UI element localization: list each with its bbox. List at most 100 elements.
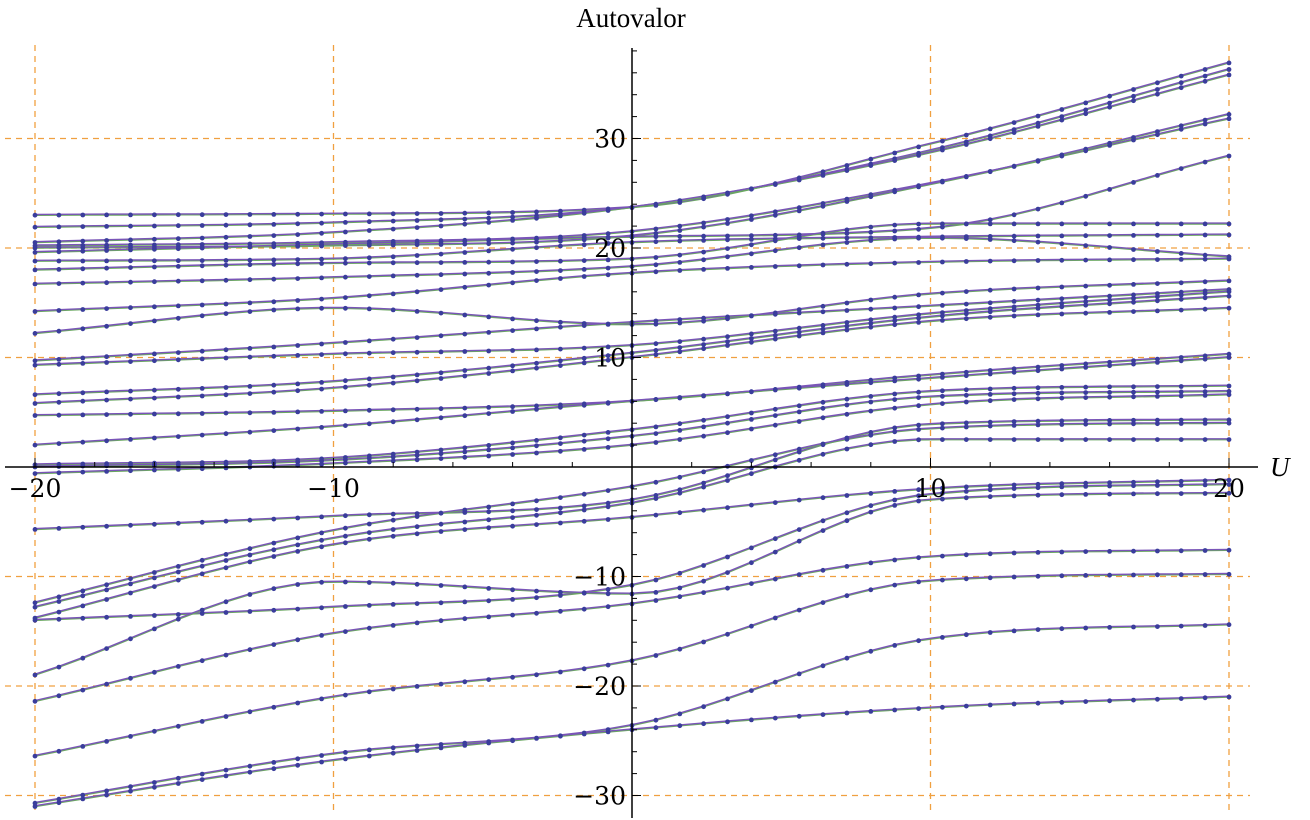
data-point (175, 723, 181, 729)
data-point (343, 211, 348, 217)
data-point (534, 209, 539, 215)
data-point (987, 217, 993, 223)
data-point (701, 578, 706, 584)
data-point (295, 637, 301, 643)
data-point (1202, 291, 1208, 296)
data-point (175, 612, 181, 617)
data-point (80, 280, 86, 286)
data-point (80, 398, 86, 404)
data-point (510, 612, 515, 618)
data-point (343, 460, 348, 466)
data-point (772, 182, 778, 187)
data-point (916, 226, 921, 232)
data-point (558, 276, 563, 281)
data-point (56, 800, 62, 806)
data-point (295, 257, 301, 262)
data-point (295, 211, 301, 217)
data-point (343, 423, 348, 428)
data-point (987, 287, 993, 293)
data-point (987, 386, 993, 392)
data-point (581, 731, 587, 737)
data-point (772, 549, 778, 555)
data-point (414, 378, 420, 384)
data-point (1011, 299, 1017, 304)
data-point (271, 586, 277, 592)
data-point (916, 376, 921, 382)
data-point (677, 437, 683, 442)
data-point (104, 582, 109, 588)
data-point (319, 275, 324, 281)
data-point (1059, 484, 1065, 490)
data-point (104, 360, 109, 365)
data-point (366, 407, 372, 413)
data-point (963, 236, 969, 242)
data-point (271, 307, 277, 313)
data-point (1131, 358, 1136, 364)
data-point (940, 704, 945, 710)
data-point (916, 312, 921, 318)
data-point (653, 479, 659, 485)
data-point (414, 253, 420, 258)
data-point (1178, 280, 1184, 286)
data-point (295, 582, 301, 587)
data-point (104, 646, 109, 651)
data-point (152, 728, 157, 734)
data-point (128, 437, 133, 442)
data-point (128, 258, 133, 264)
data-point (32, 401, 38, 406)
data-point (940, 375, 945, 380)
data-point (319, 341, 324, 347)
data-point (1083, 437, 1089, 442)
data-point (462, 368, 468, 373)
data-point (390, 260, 396, 266)
data-point (534, 588, 539, 594)
data-point (749, 186, 754, 192)
data-point (653, 590, 659, 595)
data-point (486, 504, 492, 510)
data-point (175, 303, 181, 309)
data-point (940, 401, 945, 406)
data-point (1011, 258, 1017, 264)
data-point (175, 467, 181, 472)
data-point (295, 381, 301, 387)
data-point (223, 558, 229, 563)
data-point (1131, 389, 1136, 395)
data-point (1131, 361, 1136, 367)
data-point (701, 433, 706, 439)
data-point (486, 348, 492, 354)
data-point (987, 630, 993, 635)
data-point (366, 338, 372, 344)
data-point (486, 405, 492, 410)
data-point (1011, 550, 1017, 556)
data-point (1083, 146, 1089, 152)
data-point (1178, 421, 1184, 426)
data-point (605, 272, 611, 278)
data-point (438, 370, 444, 376)
data-point (486, 314, 492, 320)
data-point (725, 696, 730, 702)
data-point (152, 411, 157, 417)
data-point (558, 236, 563, 242)
data-point (1202, 73, 1208, 79)
data-point (963, 437, 969, 442)
data-point (152, 784, 157, 790)
data-point (1131, 180, 1136, 185)
data-point (892, 322, 898, 328)
data-point (128, 388, 133, 394)
data-point (152, 258, 157, 264)
data-point (1107, 549, 1112, 554)
data-point (1178, 358, 1184, 364)
data-point (56, 526, 62, 531)
tick-labels: −20 −10 10 20 −30 −20 −10 10 20 30 (9, 125, 1245, 811)
data-point (486, 210, 492, 216)
data-point (414, 309, 420, 314)
data-point (1155, 572, 1160, 578)
data-point (749, 265, 754, 270)
data-point (462, 454, 468, 460)
data-point (1155, 360, 1160, 365)
data-point (486, 220, 492, 225)
data-point (414, 514, 420, 519)
data-point (390, 419, 396, 425)
data-point (1011, 120, 1017, 125)
data-point (366, 376, 372, 382)
